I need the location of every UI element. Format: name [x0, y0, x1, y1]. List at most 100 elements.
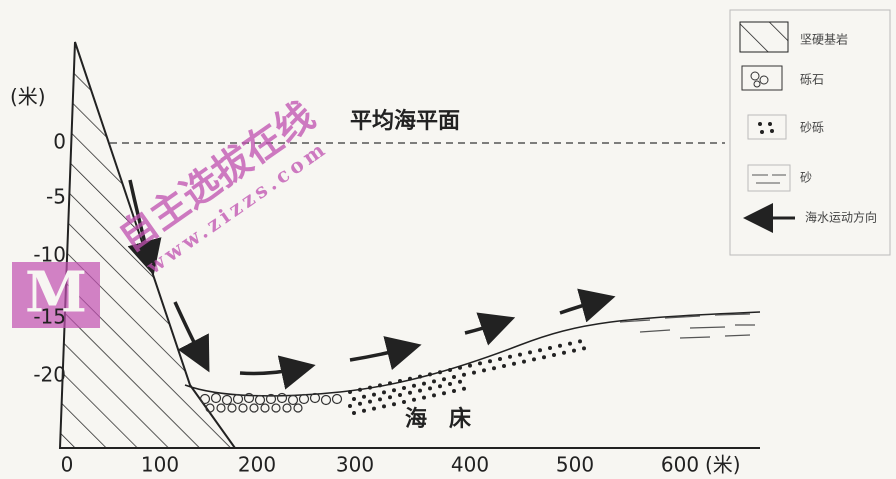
sand-grain	[382, 404, 386, 409]
sand-grain	[368, 385, 372, 390]
legend	[729, 9, 891, 256]
sand-grain	[398, 379, 402, 383]
x-tick-label: 100	[141, 453, 179, 477]
gravel-stone	[293, 403, 303, 413]
y-tick-label: -10	[33, 243, 66, 267]
y-axis-unit: (米)	[10, 85, 46, 109]
sand-grain	[402, 400, 406, 404]
sand-grain	[538, 348, 542, 353]
y-tick-label: -20	[33, 363, 66, 387]
sand-grain	[458, 365, 462, 370]
legend-box	[729, 9, 891, 256]
sand-grain	[428, 372, 432, 377]
sand-grain	[442, 391, 446, 396]
sand-grain	[432, 379, 436, 384]
gravel-stone	[309, 392, 321, 404]
x-tick-label: 400	[451, 453, 489, 477]
sand-grain	[352, 397, 356, 401]
sand-grain	[378, 397, 382, 402]
sand-grain	[432, 393, 436, 398]
gravel-stone	[271, 403, 281, 413]
sand-grain	[348, 390, 352, 394]
seabed-line	[184, 311, 761, 397]
sand-grain	[422, 381, 426, 386]
water-arrows	[127, 179, 616, 390]
sand	[619, 313, 755, 339]
sand-grain	[568, 341, 572, 346]
sand-grain	[522, 359, 526, 364]
x-tick-label: 0	[61, 453, 74, 477]
sand-grain	[502, 364, 506, 368]
sand-grain	[402, 386, 406, 390]
gravel-stone	[199, 393, 211, 405]
sand-grain	[382, 390, 386, 395]
sand-grain	[492, 366, 496, 371]
sand-grain	[498, 357, 502, 361]
sand-grain	[418, 388, 422, 393]
sand-grain	[362, 394, 366, 399]
sand-grain	[388, 381, 392, 386]
gravel-stone	[210, 392, 222, 404]
sand-grain	[462, 372, 466, 377]
sand-grain	[562, 350, 566, 355]
sand-grain	[532, 357, 536, 362]
sand-grain	[368, 399, 372, 404]
sand-grain	[398, 393, 402, 397]
gravel-stone	[227, 403, 237, 413]
gravel-stone	[265, 393, 277, 405]
gravel-stone	[298, 393, 310, 405]
sand-grain	[438, 370, 442, 375]
sand-grain	[572, 348, 576, 353]
sand-grain	[488, 359, 492, 364]
sand-grain	[358, 401, 362, 406]
sand-grain	[458, 379, 462, 384]
gravel-stone	[243, 392, 255, 404]
x-tick-label: 200	[238, 453, 276, 477]
gravel-stone	[254, 394, 266, 406]
sand-grain	[442, 377, 446, 382]
legend-sand	[747, 164, 791, 192]
legend-label: 砂砾	[800, 121, 824, 135]
sand-grain	[552, 353, 556, 357]
gravel-stone	[260, 403, 270, 413]
sand-grain	[548, 346, 552, 350]
sand-grain	[482, 368, 486, 373]
sand-grain	[412, 383, 416, 388]
sand-grain	[422, 395, 426, 400]
gravel	[199, 392, 343, 413]
sand-grain	[462, 386, 466, 391]
watermark-logo-text: M	[25, 260, 87, 326]
sand-grain	[358, 387, 362, 392]
gravel-stone	[216, 403, 226, 413]
sand-grain	[408, 390, 412, 395]
sand-grain	[518, 352, 522, 357]
gravel-stone	[320, 394, 332, 406]
gravel-stone	[331, 393, 343, 405]
gravel-stone	[232, 393, 244, 405]
legend-sand-gravel	[747, 114, 787, 140]
gravel-stone	[287, 394, 299, 406]
sand-grain	[372, 406, 376, 411]
sea-level-label: 平均海平面	[350, 108, 460, 134]
sand-grain	[428, 386, 432, 391]
legend-label: 坚硬基岩	[800, 32, 848, 47]
x-tick-label: 600	[661, 453, 699, 477]
sand-grain	[508, 354, 512, 359]
sand-grain	[438, 384, 442, 389]
sand-grain	[392, 402, 396, 407]
sand-grain	[378, 383, 382, 388]
sand-grain	[362, 408, 366, 413]
x-axis-unit: (米)	[705, 453, 741, 477]
sand-grain	[448, 368, 452, 372]
y-tick-label: -5	[46, 185, 66, 209]
sand-grain	[512, 361, 516, 366]
sand-grain	[412, 397, 416, 402]
sand-grain	[352, 411, 356, 415]
x-tick-label: 300	[336, 453, 374, 477]
gravel-stone	[276, 392, 288, 404]
x-tick-label: 500	[556, 453, 594, 477]
legend-label: 砾石	[800, 73, 824, 87]
gravel-stone	[205, 403, 215, 413]
y-tick-label: -15	[33, 305, 66, 329]
